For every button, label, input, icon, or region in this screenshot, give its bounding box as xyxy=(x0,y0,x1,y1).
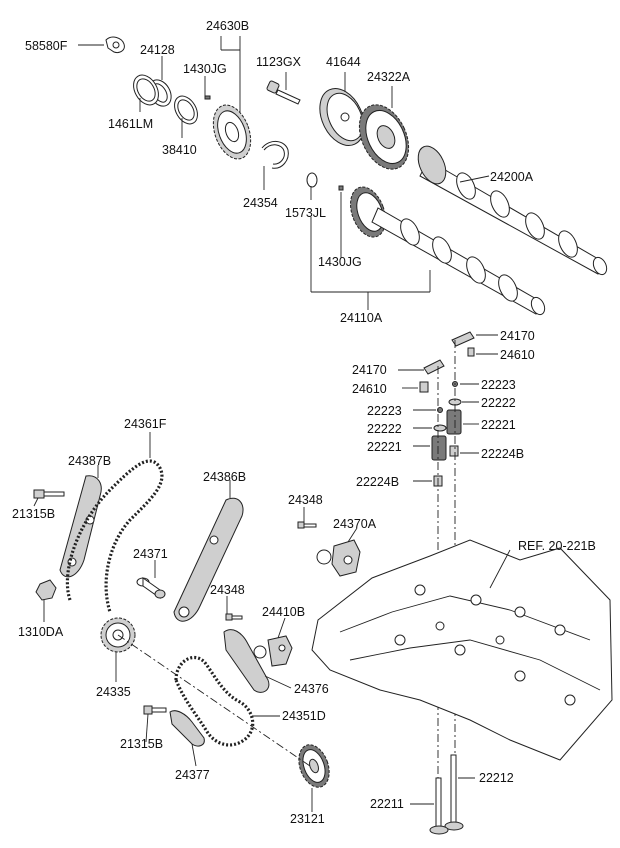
label-21315B-top: 21315B xyxy=(12,507,55,521)
label-24170-left: 24170 xyxy=(352,363,387,377)
label-22211: 22211 xyxy=(370,797,404,811)
label-24348-mid: 24348 xyxy=(210,583,245,597)
label-22212: 22212 xyxy=(479,771,514,785)
part-labels: 58580F 24128 24630B 1430JG 1123GX 41644 … xyxy=(12,19,596,826)
label-58580F: 58580F xyxy=(25,39,68,53)
label-24371: 24371 xyxy=(133,547,168,561)
label-24351D: 24351D xyxy=(282,709,326,723)
label-24200A: 24200A xyxy=(490,170,534,184)
label-1310DA: 1310DA xyxy=(18,625,64,639)
label-22223-right: 22223 xyxy=(481,378,516,392)
part-38410-ring xyxy=(174,95,198,125)
label-22223-left: 22223 xyxy=(367,404,402,418)
part-24370A-tensioner xyxy=(316,539,361,577)
part-24351D-chain xyxy=(174,656,255,747)
part-1430JG-pin-bottom xyxy=(338,185,344,191)
part-24110A-camshaft xyxy=(350,186,546,316)
part-1573JL-bushing xyxy=(306,172,318,188)
label-24370A: 24370A xyxy=(333,517,377,531)
part-21315B-bolt-top xyxy=(33,489,65,499)
label-21315B-bottom: 21315B xyxy=(120,737,163,751)
label-24610-right: 24610 xyxy=(500,348,535,362)
label-1430JG-top: 1430JG xyxy=(183,62,227,76)
label-ref: REF. 20-221B xyxy=(518,539,596,553)
leader-lines-top xyxy=(78,36,490,310)
label-24387B: 24387B xyxy=(68,454,111,468)
label-23121: 23121 xyxy=(290,812,325,826)
label-24335: 24335 xyxy=(96,685,131,699)
part-24410B-tensioner xyxy=(253,635,293,667)
part-24387B-guide xyxy=(59,475,102,578)
part-24348-bolt-mid xyxy=(225,613,243,621)
label-24386B: 24386B xyxy=(203,470,246,484)
part-24348-bolt-top xyxy=(297,521,317,529)
label-1123GX: 1123GX xyxy=(256,55,302,69)
label-22222-left: 22222 xyxy=(367,422,402,436)
label-24376: 24376 xyxy=(294,682,329,696)
label-1461LM: 1461LM xyxy=(108,117,153,131)
label-24348-top: 24348 xyxy=(288,493,323,507)
label-24354: 24354 xyxy=(243,196,278,210)
label-38410: 38410 xyxy=(162,143,197,157)
part-1123GX-bolt xyxy=(266,80,301,105)
label-24630B: 24630B xyxy=(206,19,249,33)
label-1430JG-bottom: 1430JG xyxy=(318,255,362,269)
label-22224B-left: 22224B xyxy=(356,475,399,489)
label-1573JL: 1573JL xyxy=(285,206,326,220)
label-24170-right: 24170 xyxy=(500,329,535,343)
leader-lines-valve xyxy=(398,334,498,482)
valve-train-parts xyxy=(419,331,475,487)
label-24361F: 24361F xyxy=(124,417,167,431)
part-24361F-chain xyxy=(65,459,164,613)
part-1310DA-nut xyxy=(35,579,57,601)
part-24354-clip xyxy=(261,141,289,169)
label-24128: 24128 xyxy=(140,43,175,57)
part-21315B-bolt-bottom xyxy=(143,705,167,715)
part-24376-arm xyxy=(223,629,270,693)
label-24410B: 24410B xyxy=(262,605,305,619)
part-24371-pin xyxy=(136,577,166,599)
part-24200A-camshaft xyxy=(417,145,608,276)
label-24377: 24377 xyxy=(175,768,210,782)
cylinder-head xyxy=(311,539,613,761)
part-24386B-guide xyxy=(173,497,244,622)
part-58580F-clip xyxy=(105,36,125,53)
part-22212-valve xyxy=(444,754,464,831)
part-24630B-sprocket xyxy=(212,104,252,160)
ref-leader xyxy=(489,549,511,589)
label-41644: 41644 xyxy=(326,55,361,69)
sprocket-axis xyxy=(117,634,311,767)
label-24110A: 24110A xyxy=(340,311,383,325)
part-41644-plate xyxy=(319,88,365,146)
label-22221-right: 22221 xyxy=(481,418,516,432)
label-22222-right: 22222 xyxy=(481,396,516,410)
part-24377-guide xyxy=(169,710,205,747)
part-22211-valve xyxy=(429,777,449,835)
part-23121-sprocket xyxy=(298,744,330,788)
part-1430JG-pin-top xyxy=(204,95,211,100)
label-22224B-right: 22224B xyxy=(481,447,524,461)
part-1461LM-ring xyxy=(133,74,159,106)
part-24322A-sprocket xyxy=(358,104,410,170)
label-24610-left: 24610 xyxy=(352,382,387,396)
label-22221-left: 22221 xyxy=(367,440,402,454)
label-24322A: 24322A xyxy=(367,70,411,84)
leader-lines-lower xyxy=(33,432,358,812)
